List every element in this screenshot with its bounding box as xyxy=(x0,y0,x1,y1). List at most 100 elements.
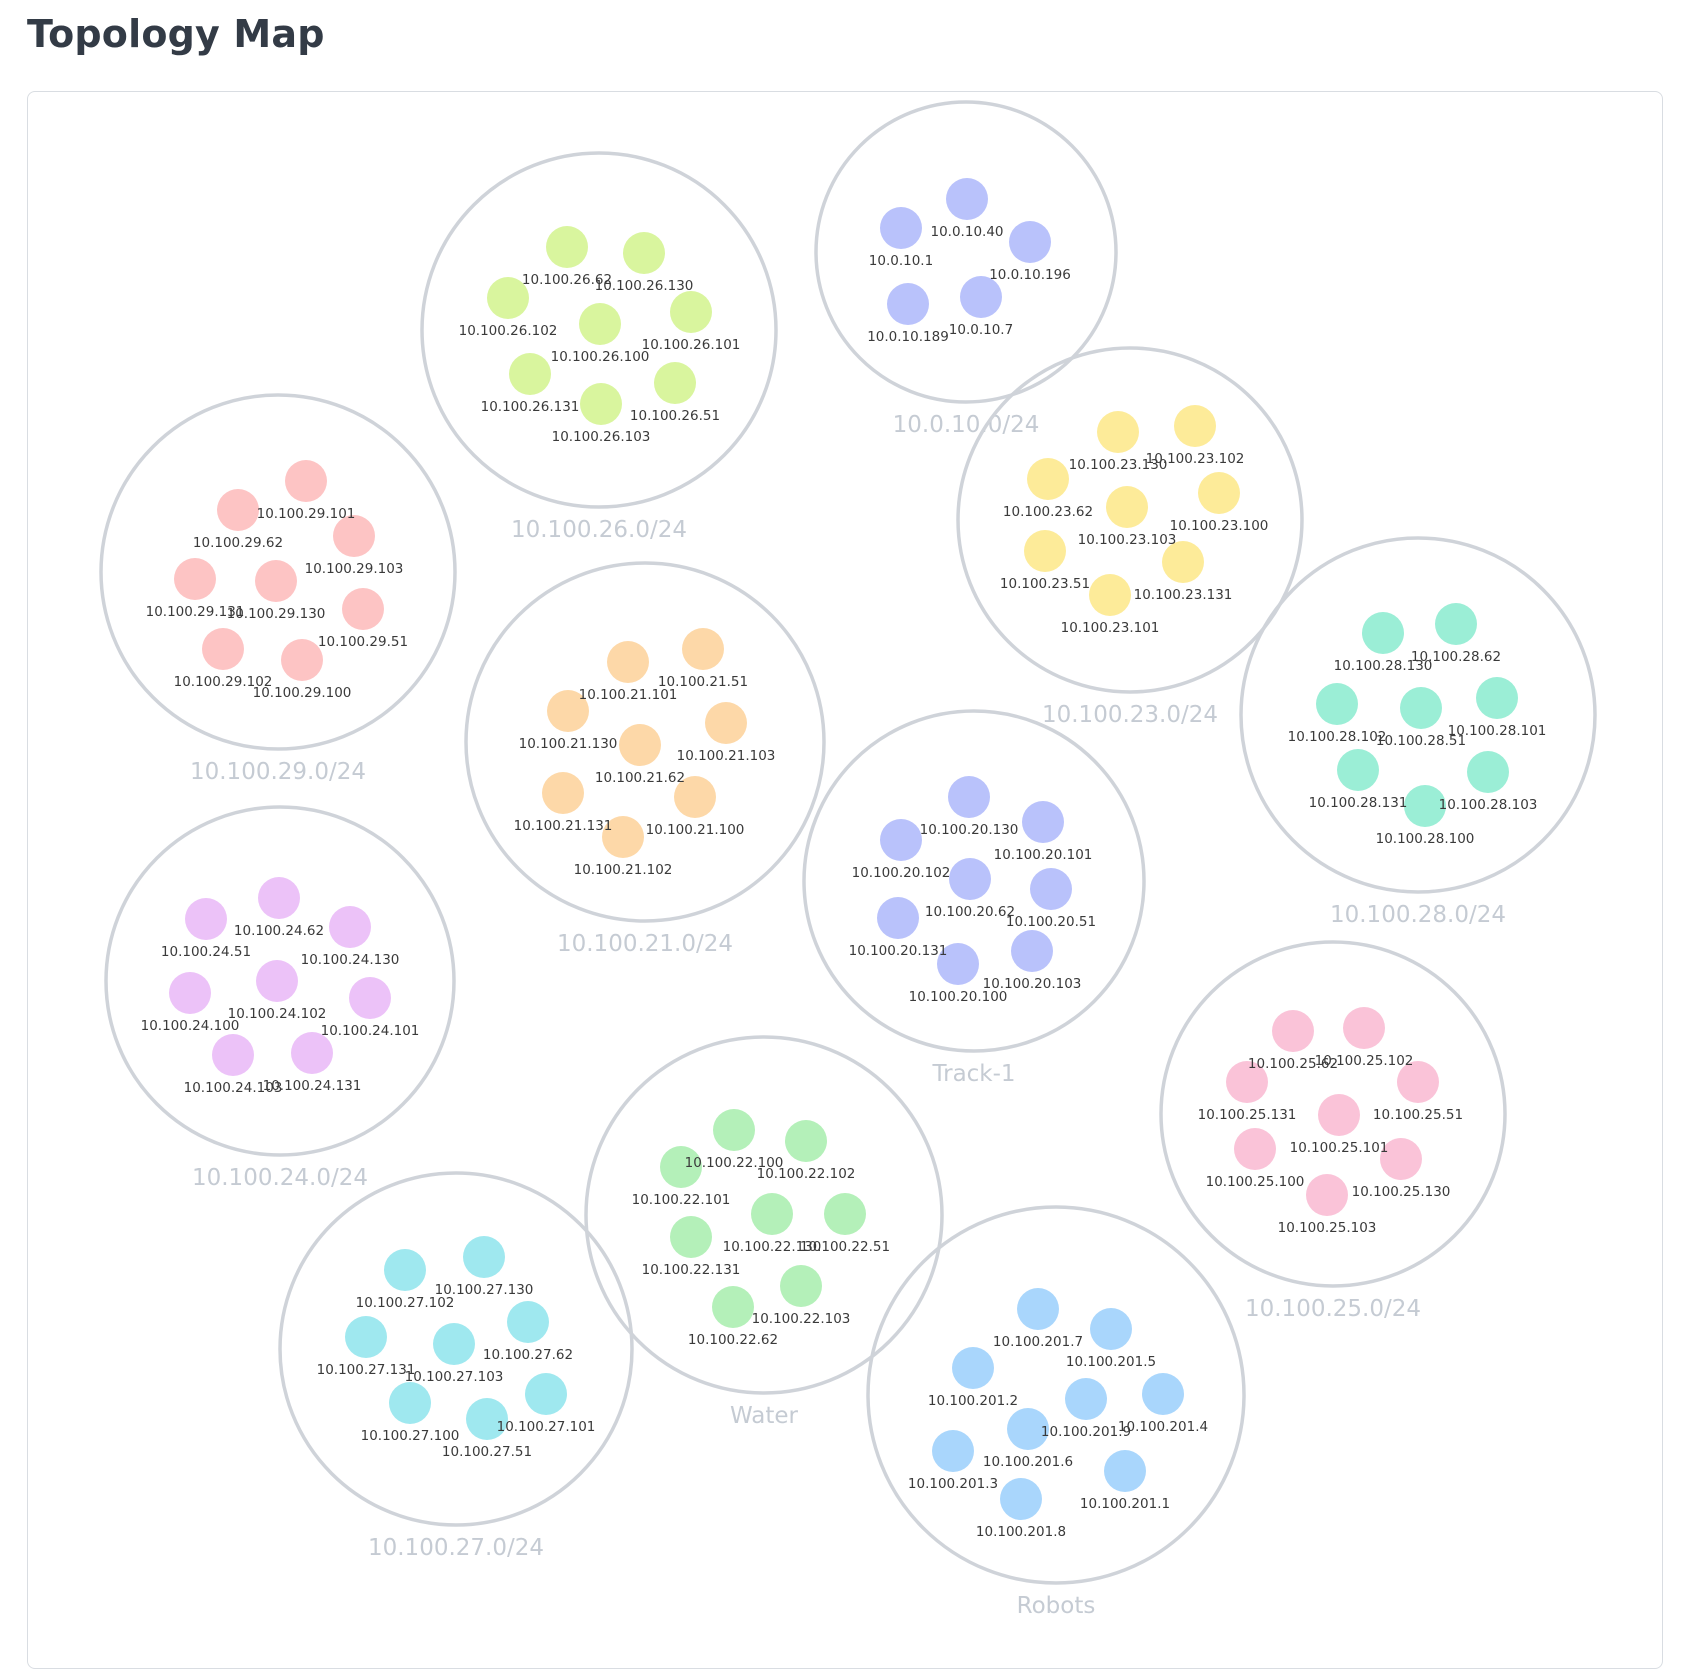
host-node[interactable] xyxy=(1106,486,1148,528)
host-node[interactable] xyxy=(880,207,922,249)
host-node[interactable] xyxy=(623,232,665,274)
subnet-ring[interactable] xyxy=(99,393,457,751)
host-node[interactable] xyxy=(463,1236,505,1278)
host-node[interactable] xyxy=(887,283,929,325)
host-node[interactable] xyxy=(785,1120,827,1162)
host-node[interactable] xyxy=(202,628,244,670)
host-node[interactable] xyxy=(291,1032,333,1074)
host-node[interactable] xyxy=(1318,1094,1360,1136)
host-node[interactable] xyxy=(1380,1138,1422,1180)
host-node[interactable] xyxy=(1104,1450,1146,1492)
host-node[interactable] xyxy=(1009,221,1051,263)
host-node[interactable] xyxy=(670,291,712,333)
host-node[interactable] xyxy=(342,588,384,630)
host-node[interactable] xyxy=(185,898,227,940)
host-node[interactable] xyxy=(281,639,323,681)
host-node[interactable] xyxy=(217,489,259,531)
host-node[interactable] xyxy=(345,1316,387,1358)
host-node[interactable] xyxy=(619,724,661,766)
host-node[interactable] xyxy=(433,1323,475,1365)
subnet-ring[interactable] xyxy=(464,561,826,923)
host-node[interactable] xyxy=(1097,411,1139,453)
topology-map-panel[interactable]: 10.0.10.40 10.0.10.1 10.0.10.196 10.0.10.18… xyxy=(27,91,1663,1669)
subnet-group-10-100-29-0-24[interactable]: 10.100.29.101 10.100.29.62 10.100.29.103 10… xyxy=(99,393,457,785)
host-node[interactable] xyxy=(1174,405,1216,447)
host-node[interactable] xyxy=(174,558,216,600)
host-node[interactable] xyxy=(1030,868,1072,910)
host-node[interactable] xyxy=(1142,1373,1184,1415)
subnet-ring[interactable] xyxy=(420,151,778,509)
host-node[interactable] xyxy=(255,560,297,602)
subnet-group-10-100-24-0-24[interactable]: 10.100.24.62 10.100.24.51 10.100.24.130 10.… xyxy=(104,805,456,1191)
host-node[interactable] xyxy=(333,515,375,557)
host-node[interactable] xyxy=(712,1286,754,1328)
host-node[interactable] xyxy=(1404,785,1446,827)
host-node[interactable] xyxy=(169,972,211,1014)
host-node[interactable] xyxy=(509,353,551,395)
host-node[interactable] xyxy=(932,1430,974,1472)
host-node[interactable] xyxy=(705,702,747,744)
subnet-ring[interactable] xyxy=(956,346,1304,694)
host-node[interactable] xyxy=(329,906,371,948)
host-node[interactable] xyxy=(1362,612,1404,654)
host-node[interactable] xyxy=(1435,603,1477,645)
host-node[interactable] xyxy=(946,178,988,220)
host-node[interactable] xyxy=(670,1216,712,1258)
host-node[interactable] xyxy=(1065,1378,1107,1420)
host-node[interactable] xyxy=(1467,751,1509,793)
host-node[interactable] xyxy=(654,362,696,404)
host-node[interactable] xyxy=(256,960,298,1002)
host-node[interactable] xyxy=(580,383,622,425)
host-node[interactable] xyxy=(1476,677,1518,719)
subnet-ring[interactable] xyxy=(584,1035,944,1395)
host-node[interactable] xyxy=(674,776,716,818)
host-node[interactable] xyxy=(1234,1128,1276,1170)
host-node[interactable] xyxy=(949,858,991,900)
host-node[interactable] xyxy=(1272,1010,1314,1052)
host-node[interactable] xyxy=(507,1301,549,1343)
host-node[interactable] xyxy=(948,776,990,818)
host-node[interactable] xyxy=(937,943,979,985)
subnet-group-10-100-28-0-24[interactable]: 10.100.28.13010.100.28.6210.100.28.10210… xyxy=(1239,536,1597,928)
host-node[interactable] xyxy=(285,460,327,502)
host-node[interactable] xyxy=(1027,458,1069,500)
subnet-ring[interactable] xyxy=(278,1171,634,1527)
host-node[interactable] xyxy=(1024,530,1066,572)
host-node[interactable] xyxy=(1397,1061,1439,1103)
topology-map-canvas[interactable]: 10.0.10.40 10.0.10.1 10.0.10.196 10.0.10.18… xyxy=(28,92,1663,1669)
subnet-ring[interactable] xyxy=(104,805,456,1157)
subnet-group-robots[interactable]: 10.100.201.7 10.100.201.5 10.100.201.2 10.1… xyxy=(866,1205,1246,1619)
host-node[interactable] xyxy=(546,226,588,268)
host-node[interactable] xyxy=(1337,749,1379,791)
host-node[interactable] xyxy=(349,977,391,1019)
host-node[interactable] xyxy=(547,690,589,732)
host-node[interactable] xyxy=(1011,930,1053,972)
host-node[interactable] xyxy=(384,1249,426,1291)
host-node[interactable] xyxy=(960,276,1002,318)
host-node[interactable] xyxy=(880,819,922,861)
host-node[interactable] xyxy=(525,1373,567,1415)
host-node[interactable] xyxy=(602,816,644,858)
subnet-ring[interactable] xyxy=(1159,940,1507,1288)
host-node[interactable] xyxy=(1316,683,1358,725)
host-node[interactable] xyxy=(1007,1408,1049,1450)
host-node[interactable] xyxy=(607,641,649,683)
host-node[interactable] xyxy=(1000,1478,1042,1520)
host-node[interactable] xyxy=(1022,801,1064,843)
host-node[interactable] xyxy=(713,1109,755,1151)
host-node[interactable] xyxy=(1017,1288,1059,1330)
host-node[interactable] xyxy=(1162,541,1204,583)
host-node[interactable] xyxy=(1090,1308,1132,1350)
host-node[interactable] xyxy=(877,897,919,939)
host-node[interactable] xyxy=(682,628,724,670)
host-node[interactable] xyxy=(1400,687,1442,729)
host-node[interactable] xyxy=(579,303,621,345)
host-node[interactable] xyxy=(542,772,584,814)
host-node[interactable] xyxy=(660,1146,702,1188)
host-node[interactable] xyxy=(466,1398,508,1440)
subnet-ring[interactable] xyxy=(1239,536,1597,894)
